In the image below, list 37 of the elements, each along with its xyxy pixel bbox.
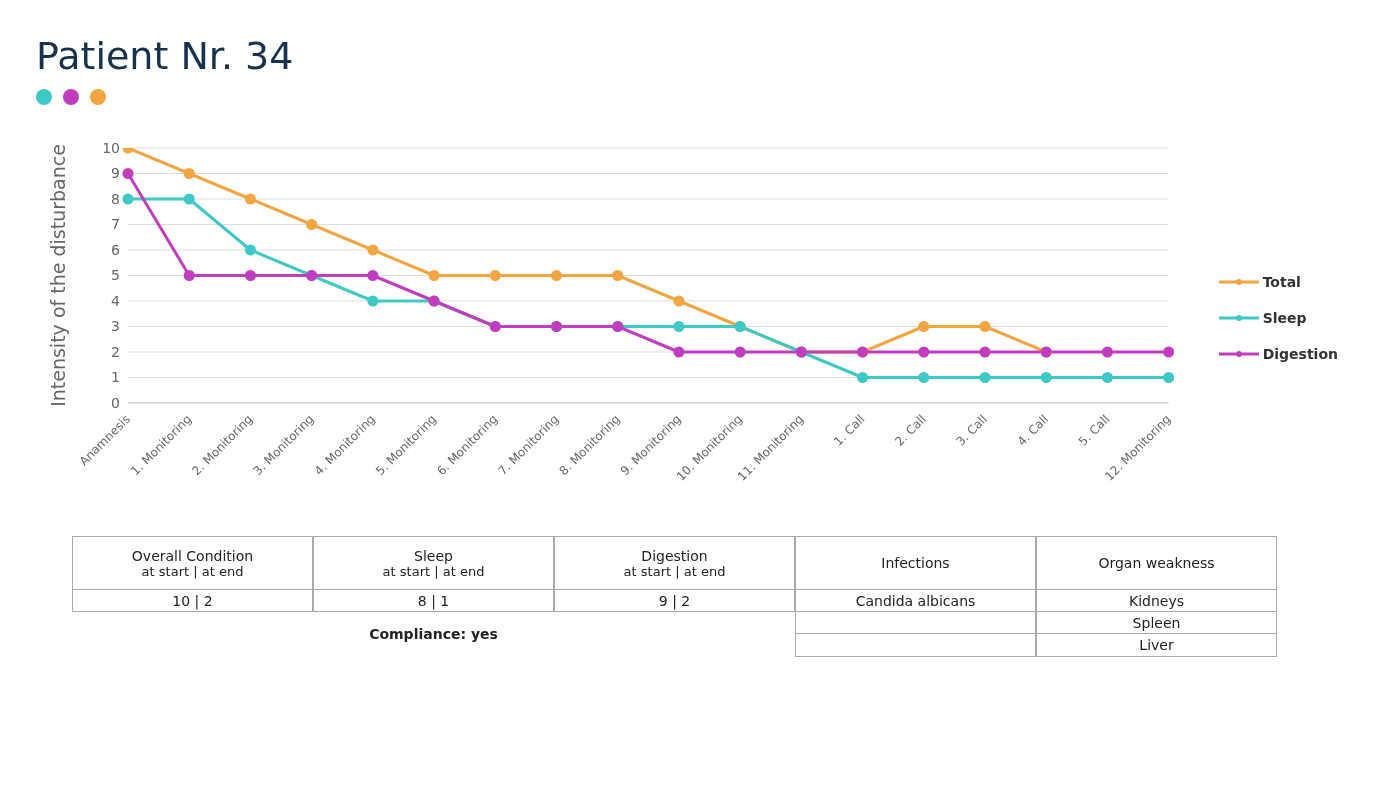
text: Liver <box>1036 633 1277 657</box>
text: Organ weakness <box>1036 536 1277 590</box>
y-axis-title: Intensity of the disturbance <box>46 144 69 407</box>
x-tick-label: 5. Call <box>1075 412 1113 449</box>
y-tick-label: 9 <box>111 165 120 182</box>
y-tick-label: 7 <box>111 216 120 233</box>
legend-label: Total <box>1262 274 1301 290</box>
y-tick-label: 5 <box>111 267 120 284</box>
text: 10 | 2 <box>72 589 313 612</box>
text: at start | at end <box>382 563 485 579</box>
y-tick-label: 3 <box>111 318 120 335</box>
y-tick-label: 8 <box>111 190 120 207</box>
legend-label: Sleep <box>1262 310 1307 326</box>
y-tick-label: 10 <box>102 139 120 156</box>
text: Sleep <box>414 547 453 564</box>
chart-title: Patient Nr. 34 <box>36 34 294 78</box>
legend-label: Digestion <box>1262 346 1338 362</box>
y-tick-label: 2 <box>111 343 120 360</box>
y-tick-label: 6 <box>111 241 121 258</box>
text: at start | at end <box>141 563 244 579</box>
y-tick-label: 0 <box>111 394 120 411</box>
text: Candida albicans <box>795 589 1036 612</box>
x-tick-label: 4. Call <box>1014 412 1052 449</box>
text: 9 | 2 <box>554 589 795 612</box>
x-tick-label: 2. Call <box>892 412 929 449</box>
text: Kidneys <box>1036 589 1277 612</box>
x-tick-label: 1. Call <box>830 412 868 449</box>
text: Overall Condition <box>131 547 254 564</box>
text: Infections <box>795 536 1036 590</box>
text: Compliance: yes <box>368 625 499 644</box>
text: 8 | 1 <box>313 589 554 612</box>
text: at start | at end <box>623 563 726 579</box>
x-tick-label: 3. Call <box>953 412 990 449</box>
text: Spleen <box>1036 611 1277 634</box>
y-tick-label: 4 <box>111 292 121 309</box>
y-tick-label: 1 <box>111 369 120 386</box>
text: Digestion <box>641 547 708 564</box>
